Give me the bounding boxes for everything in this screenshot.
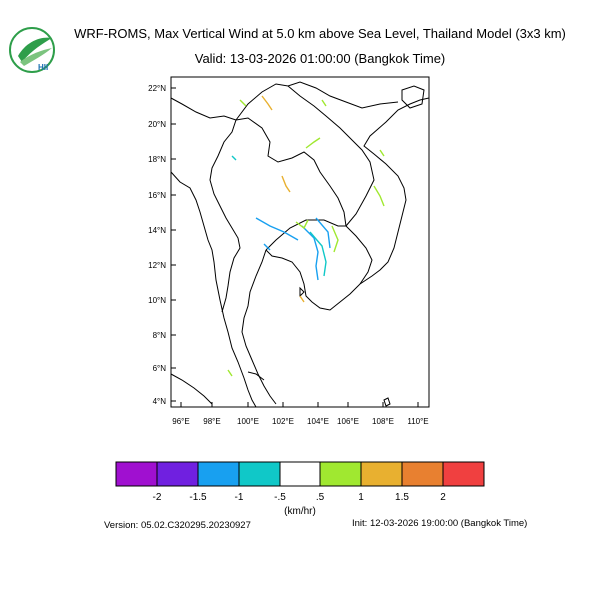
colorbar-box <box>319 461 362 487</box>
colorbar-box <box>156 461 199 487</box>
lat-ticks <box>171 87 176 402</box>
map-frame <box>170 76 430 408</box>
colorbar-label: 2 <box>440 492 446 503</box>
wind-features <box>227 95 385 377</box>
colorbar-box <box>197 461 240 487</box>
lat-label: 6°N <box>153 364 167 373</box>
colorbar-unit: (km/hr) <box>284 506 316 517</box>
hii-logo: HII <box>9 27 55 73</box>
lat-label: 4°N <box>153 397 167 406</box>
colorbar-label: -.5 <box>274 492 286 503</box>
lon-label: 102°E <box>272 417 294 426</box>
lon-labels: 96°E 98°E 100°E 102°E 104°E 106°E 108°E … <box>172 417 428 426</box>
lat-label: 8°N <box>153 331 167 340</box>
lat-labels: 22°N 20°N 18°N 16°N 14°N 12°N 10°N 8°N 6… <box>148 84 166 406</box>
colorbar-box <box>360 461 403 487</box>
lon-label: 104°E <box>307 417 329 426</box>
colorbar-box <box>115 461 158 487</box>
lat-label: 14°N <box>148 226 166 235</box>
colorbar-label: -1 <box>234 492 244 503</box>
colorbar-box <box>401 461 444 487</box>
valid-time: Valid: 13-03-2026 01:00:00 (Bangkok Time… <box>194 51 446 66</box>
lat-label: 20°N <box>148 120 166 129</box>
lon-label: 110°E <box>407 417 428 426</box>
lat-label: 10°N <box>148 296 166 305</box>
colorbar-label: -1.5 <box>189 492 207 503</box>
colorbar <box>115 461 485 487</box>
colorbar-label: .5 <box>315 492 325 503</box>
lon-label: 106°E <box>337 417 359 426</box>
colorbar-box <box>279 461 321 487</box>
colorbar-label: 1.5 <box>395 492 409 503</box>
svg-text:HII: HII <box>38 63 48 72</box>
init-time: Init: 12-03-2026 19:00:00 (Bangkok Time) <box>352 518 528 529</box>
lon-label: 108°E <box>372 417 394 426</box>
lat-label: 22°N <box>148 84 166 93</box>
colorbar-label: 1 <box>358 492 364 503</box>
lon-label: 96°E <box>172 417 189 426</box>
colorbar-box <box>238 461 281 487</box>
version-text: Version: 05.02.C320295.20230927 <box>104 520 251 531</box>
map-title: WRF-ROMS, Max Vertical Wind at 5.0 km ab… <box>74 26 566 41</box>
colorbar-label: -2 <box>152 492 162 503</box>
lon-label: 98°E <box>203 417 220 426</box>
lon-label: 100°E <box>237 417 259 426</box>
lon-ticks <box>180 402 419 407</box>
colorbar-box <box>442 461 485 487</box>
lat-label: 18°N <box>148 155 166 164</box>
lat-label: 16°N <box>148 191 166 200</box>
country-borders <box>170 81 399 381</box>
lat-label: 12°N <box>148 261 166 270</box>
coastline <box>170 85 430 408</box>
